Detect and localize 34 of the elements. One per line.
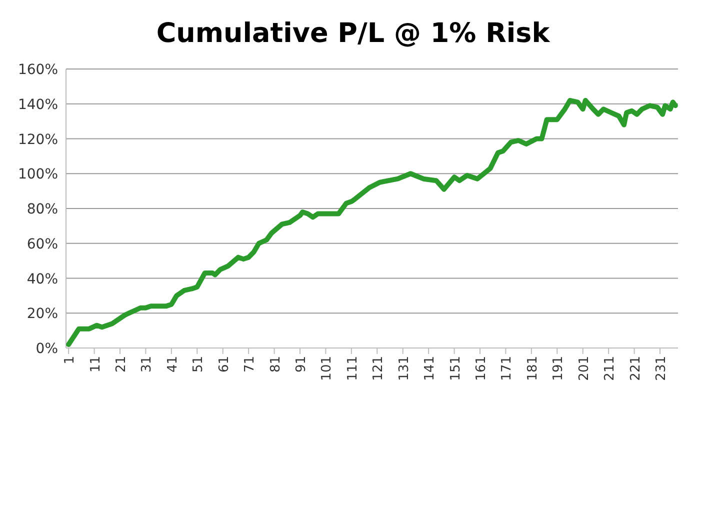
y-tick-label: 160% — [18, 62, 58, 78]
x-tick-label: 181 — [525, 356, 540, 381]
y-tick-label: 60% — [26, 236, 58, 252]
x-tick-label: 81 — [268, 356, 284, 373]
x-tick-label: 201 — [576, 356, 592, 381]
x-tick-label: 41 — [165, 356, 180, 373]
x-tick-label: 221 — [628, 356, 644, 381]
y-tick-label: 0% — [36, 341, 58, 357]
x-tick-label: 71 — [242, 356, 258, 373]
y-tick-label: 40% — [26, 271, 58, 288]
chart-title: Cumulative P/L @ 1% Risk — [156, 18, 551, 49]
x-tick-label: 61 — [216, 356, 232, 373]
y-tick-label: 100% — [18, 166, 58, 183]
x-tick-label: 171 — [500, 356, 515, 381]
x-tick-label: 91 — [294, 356, 309, 373]
x-tick-label: 191 — [551, 356, 566, 381]
x-tick-label: 51 — [191, 356, 206, 373]
x-tick-label: 131 — [396, 356, 412, 381]
x-tick-label: 1 — [62, 356, 78, 364]
x-tick-label: 231 — [654, 356, 669, 381]
x-tick-label: 111 — [345, 356, 360, 381]
x-tick-label: 101 — [320, 356, 335, 381]
x-tick-label: 121 — [371, 356, 386, 381]
y-tick-label: 120% — [18, 132, 58, 148]
x-tick-label: 161 — [474, 356, 489, 381]
y-tick-label: 20% — [26, 306, 58, 322]
y-tick-label: 140% — [18, 96, 58, 113]
x-tick-label: 211 — [602, 356, 618, 381]
y-tick-label: 80% — [26, 202, 58, 218]
x-tick-label: 151 — [448, 356, 464, 381]
x-tick-label: 11 — [88, 356, 104, 373]
x-tick-label: 21 — [114, 356, 129, 373]
x-tick-label: 31 — [140, 356, 155, 373]
x-tick-label: 141 — [422, 356, 438, 381]
